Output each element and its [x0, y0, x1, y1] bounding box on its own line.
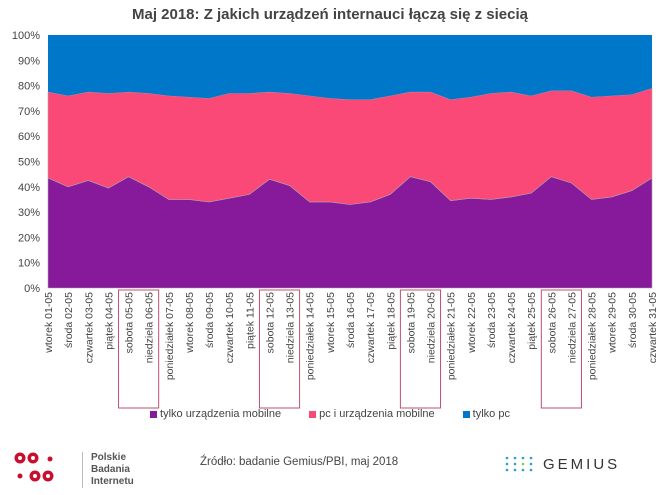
area-series-3 [48, 35, 652, 100]
x-tick-label: środa 02-05 [63, 292, 75, 348]
x-tick-label: środa 23-05 [486, 292, 498, 348]
x-tick-label: piątek 11-05 [244, 292, 256, 349]
y-tick-label: 50% [18, 157, 40, 169]
weekend-highlight-box [399, 289, 442, 409]
x-tick-label: czwartek 17-05 [365, 292, 377, 363]
y-tick-label: 30% [18, 207, 40, 219]
x-tick-label: piątek 18-05 [385, 292, 397, 350]
y-tick-label: 100% [12, 30, 40, 42]
legend-swatch [309, 410, 317, 418]
x-tick-label: wtorek 01-05 [43, 292, 55, 354]
x-tick-label: niedziela 20-05 [426, 292, 438, 363]
pbi-line-1: Polskie [91, 452, 127, 463]
y-tick-label: 0% [24, 283, 40, 295]
x-tick-label: wtorek 22-05 [466, 292, 478, 354]
source-note: Źródło: badanie Gemius/PBI, maj 2018 [200, 456, 399, 468]
x-tick-label: wtorek 29-05 [607, 292, 619, 354]
y-tick-label: 20% [18, 232, 40, 244]
gemius-logo: GEMIUS [505, 455, 620, 473]
gemius-wordmark: GEMIUS [543, 455, 621, 473]
chart-title: Maj 2018: Z jakich urządzeń internauci ł… [131, 6, 528, 23]
y-tick-label: 70% [18, 106, 40, 118]
x-tick-label: poniedziałek 21-05 [446, 292, 458, 380]
x-tick-label: sobota 05-05 [124, 292, 136, 353]
y-tick-label: 80% [18, 81, 40, 93]
legend-label: tylko pc [472, 408, 510, 420]
legend-item: tylko urządzenia mobilne [150, 408, 281, 420]
x-tick-label: czwartek 03-05 [83, 292, 95, 363]
pbi-line-3: Internetu [91, 476, 134, 487]
pbi-logo-text: Polskie Badania Internetu [82, 452, 134, 488]
x-tick-label: sobota 12-05 [264, 292, 276, 353]
x-tick-label: wtorek 15-05 [325, 292, 337, 354]
x-tick-label: środa 09-05 [204, 292, 216, 348]
x-tick-label: czwartek 10-05 [224, 292, 236, 363]
legend-item: tylko pc [462, 408, 510, 420]
weekend-highlight-box [118, 289, 160, 409]
y-tick-label: 60% [18, 131, 40, 143]
x-tick-label: sobota 19-05 [405, 292, 417, 353]
x-tick-label: niedziela 06-05 [144, 292, 156, 363]
x-tick-label: środa 30-05 [627, 292, 639, 348]
stacked-area-chart: 0% 10% 20% 30% 40% 50% 60% 70% 80% 90% 100% wtorek … [12, 30, 659, 409]
x-tick-label: czwartek 31-05 [647, 292, 659, 363]
y-tick-label: 40% [18, 182, 40, 194]
x-tick-label: niedziela 13-05 [285, 292, 297, 363]
x-tick-label: środa 16-05 [345, 292, 357, 348]
x-tick-label: wtorek 08-05 [184, 292, 196, 354]
weekend-highlight-box [540, 289, 582, 409]
gemius-dots-icon [505, 456, 533, 472]
x-tick-label: poniedziałek 07-05 [164, 292, 176, 380]
x-tick-label: sobota 26-05 [546, 292, 558, 353]
y-tick-label: 90% [18, 55, 40, 67]
legend: tylko urządzenia mobilne pc i urządzenia … [0, 408, 660, 420]
x-tick-label: czwartek 24-05 [506, 292, 518, 363]
legend-label: tylko urządzenia mobilne [160, 408, 282, 420]
pbi-logo-icon [14, 452, 54, 482]
weekend-highlight-box [258, 289, 301, 409]
x-tick-label: niedziela 27-05 [566, 292, 578, 363]
legend-swatch [462, 410, 470, 418]
legend-label: pc i urządzenia mobilne [319, 408, 435, 420]
legend-item: pc i urządzenia mobilne [309, 408, 435, 420]
y-tick-label: 10% [18, 258, 40, 270]
x-tick-label: piątek 04-05 [103, 292, 115, 350]
legend-swatch [150, 410, 158, 418]
x-tick-label: piątek 25-05 [526, 292, 538, 350]
pbi-line-2: Badania [91, 464, 130, 475]
x-tick-label: poniedziałek 14-05 [305, 292, 317, 380]
x-tick-label: poniedziałek 28-05 [587, 292, 599, 380]
